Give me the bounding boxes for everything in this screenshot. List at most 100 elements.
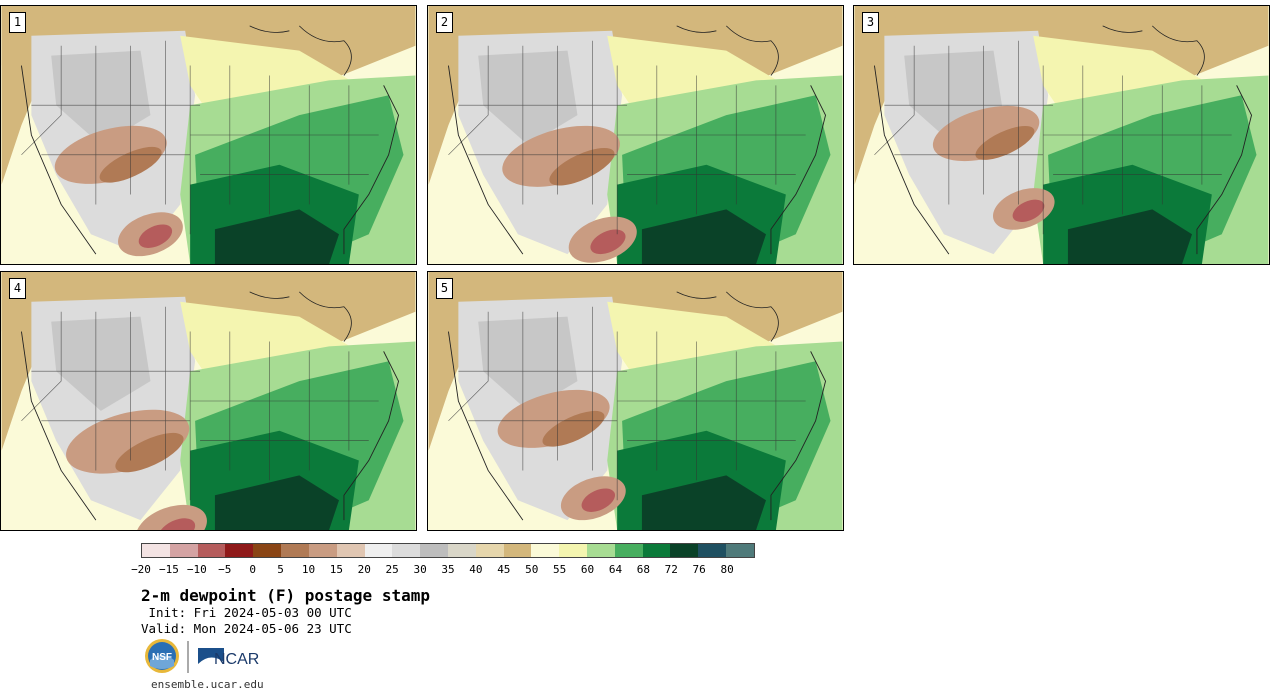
dry-zone-mid [542,410,605,447]
colorbar-tick-label: 80 [720,563,734,576]
dewpoint-map-3 [854,6,1269,264]
colorbar-swatch [336,544,365,557]
gulf-of-mexico-humid [641,475,766,530]
colorbar-tick-label: 35 [441,563,455,576]
state-borders [21,40,379,235]
west-coast-outline [21,65,97,255]
colorbar-swatch [197,544,226,557]
colorbar-swatch [559,544,587,557]
east-coast-outline [770,85,827,255]
colorbar-swatch [392,544,421,557]
gulf-of-mexico-humid [1067,209,1192,264]
colorbar-tick-label: 25 [385,563,399,576]
colorbar-tick-label: 60 [580,563,595,576]
west-coast-outline [448,65,524,255]
colorbar-swatch [475,544,504,557]
colorbar-tick-label: −5 [218,563,232,576]
rocky-mountains [51,50,151,145]
east-coast-outline [343,85,400,255]
svg-text:NSF: NSF [152,652,172,663]
colorbar-swatch [253,544,282,557]
dry-air-features [54,125,183,257]
colorbar-swatch [364,544,393,557]
colorbar-swatch [587,544,615,557]
colorbar-tick-label: 0 [249,563,256,576]
texas-dry-core [158,518,196,530]
map-panel-3[interactable]: 3 [853,5,1270,265]
website-url[interactable]: ensemble.ucar.edu [151,678,264,691]
colorbar-swatch [447,544,476,557]
colorbar-tick-label: 55 [553,563,567,576]
east-coast-outline [1196,85,1253,255]
map-panel-2[interactable]: 2 [427,5,844,265]
colorbar-swatch [642,544,671,557]
great-lakes-outline [1102,25,1205,76]
dewpoint-map-2 [428,6,843,264]
colorbar-ticks: −20 −15 −10 −5 0 5 10 15 20 25 30 35 40 45 50 55 60 64 68 7… [131,563,755,577]
dry-air-features [497,389,626,521]
dewpoint-map-5 [428,272,843,530]
dry-air-features [66,409,207,530]
colorbar-tick-label: 20 [357,563,371,576]
colorbar-tick-label: 50 [525,563,539,576]
figure-title: 2-m dewpoint (F) postage stamp [141,586,430,605]
colorbar-swatch [531,544,560,557]
west-coast-outline [21,331,97,521]
colorbar-swatch [281,544,309,557]
map-panel-1[interactable]: 1 [0,5,417,265]
gulf-of-mexico-humid [641,209,766,264]
panel-number-4: 4 [9,278,26,299]
great-lakes-outline [249,291,352,342]
valid-time: Valid: Mon 2024-05-06 23 UTC [141,621,352,636]
colorbar-swatch [726,544,754,557]
rocky-mountains [51,316,151,411]
gulf-of-mexico-humid [214,209,339,264]
svg-text:NCAR: NCAR [214,651,259,668]
great-lakes-outline [676,291,779,342]
colorbar-swatch [670,544,699,557]
colorbar-swatch [420,544,448,557]
panel-number-3: 3 [862,12,879,33]
great-lakes-outline [676,25,779,76]
colorbar-tick-label: 30 [413,563,427,576]
state-borders [448,40,806,235]
colorbar-tick-label: −10 [186,563,207,576]
colorbar-swatch [614,544,643,557]
rocky-mountains [478,316,578,411]
gulf-of-mexico-humid [214,475,339,530]
panel-number-5: 5 [436,278,453,299]
texas-dry-core [138,224,173,248]
map-panel-4[interactable]: 4 [0,271,417,531]
dewpoint-map-4 [1,272,416,530]
west-coast-outline [874,65,950,255]
dry-zone-mid [975,125,1035,160]
panel-number-1: 1 [9,12,26,33]
logos: NSF NCAR [145,639,259,673]
colorbar-tick-label: 45 [497,563,511,576]
dewpoint-map-1 [1,6,416,264]
colorbar-swatch [142,544,170,557]
colorbar-tick-label: −15 [158,563,179,576]
colorbar-swatch [698,544,727,557]
colorbar [141,543,755,558]
colorbar-tick-label: 15 [329,563,343,576]
east-coast-outline [770,351,827,521]
colorbar-tick-label: 72 [664,563,678,576]
dry-air-features [502,125,637,263]
dry-zone-mid [549,147,615,186]
dry-air-features [932,105,1055,230]
east-coast-outline [343,351,400,521]
map-panel-5[interactable]: 5 [427,271,844,531]
colorbar-tick-label: −20 [131,563,151,576]
colorbar-swatch [308,544,337,557]
colorbar-swatch [225,544,254,557]
rocky-mountains [478,50,578,145]
colorbar-swatch [503,544,532,557]
colorbar-tick-label: 68 [636,563,650,576]
colorbar-tick-label: 5 [277,563,284,576]
texas-dry-core [581,488,616,512]
dry-zone-mid [115,432,184,473]
texas-dry-core [1012,199,1045,222]
nsf-logo: NSF [145,639,179,673]
texas-dry-core [590,229,626,255]
